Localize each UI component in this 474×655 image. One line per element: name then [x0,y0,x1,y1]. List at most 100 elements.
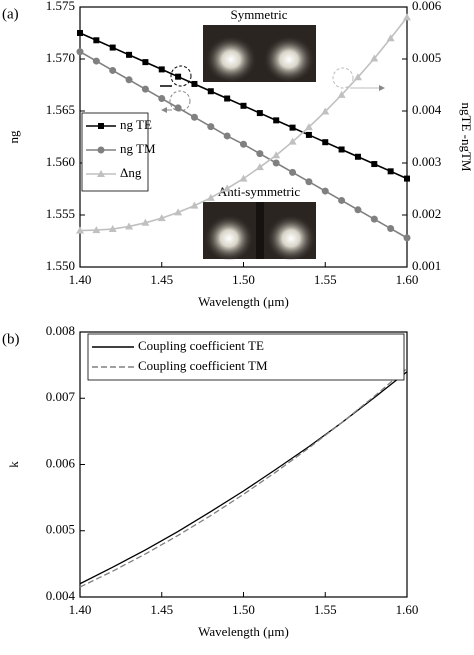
y-tick-label: 0.006 [46,455,76,470]
y2-axis-label: ngTE -ngTM [459,103,474,172]
marker [108,225,117,233]
x-tick-label: 1.55 [314,602,337,617]
marker [305,131,312,138]
marker [304,123,313,131]
y-axis-label: ng [6,130,21,144]
marker [289,124,296,131]
x-tick-label: 1.40 [69,272,92,287]
marker [289,168,297,176]
marker [239,174,248,182]
y2-tick-label: 0.003 [412,154,441,169]
marker [321,107,330,115]
marker [370,54,379,62]
marker [190,201,199,209]
legend-marker [97,146,105,154]
marker [353,73,362,81]
marker [403,13,411,21]
marker [206,193,215,201]
marker [92,226,101,234]
marker [337,90,346,98]
legend-label: ng TM [120,141,156,156]
marker [305,178,313,186]
y-tick-label: 0.005 [46,522,75,537]
legend-box [87,333,405,381]
y-tick-label: 0.004 [46,588,76,603]
mode-image-symmetric [203,25,316,82]
marker [92,57,100,65]
marker [207,123,215,131]
annotation: Symmetric [230,7,287,22]
marker [141,85,149,93]
marker [256,150,264,158]
marker [354,206,362,214]
y-tick-label: 1.565 [46,102,75,117]
marker [354,153,361,160]
marker [387,225,395,233]
x-tick-label: 1.60 [396,602,419,617]
marker [370,215,378,223]
marker [126,51,133,58]
marker [207,88,214,95]
marker [288,137,297,145]
legend-marker [98,123,104,129]
marker [272,151,281,159]
marker [174,208,183,216]
marker [223,132,231,140]
marker [338,196,346,204]
panel-label: (a) [2,6,19,22]
y-tick-label: 1.570 [46,50,75,65]
series-line [79,371,408,585]
y-axis-label: k [6,461,21,468]
marker [93,37,100,44]
marker [321,187,329,195]
y2-tick-label: 0.005 [412,50,441,65]
mode-image-antisymmetric [203,202,316,260]
x-tick-label: 1.55 [314,272,337,287]
marker [386,34,395,42]
marker [256,110,263,117]
marker [142,59,149,66]
marker [174,104,182,112]
y2-tick-label: 0.006 [412,0,442,13]
x-tick-label: 1.50 [232,272,255,287]
legend-label: Δng [120,165,142,180]
marker [109,44,116,51]
marker [223,184,232,192]
marker [240,102,247,109]
y2-tick-label: 0.001 [412,258,441,273]
y-tick-label: 1.555 [46,206,75,221]
x-axis-label: Wavelength (μm) [198,294,289,309]
marker [77,30,83,36]
marker [387,168,394,175]
x-tick-label: 1.50 [232,602,255,617]
marker [255,163,264,171]
marker [322,139,329,146]
marker [158,95,166,103]
x-tick-label: 1.60 [396,272,419,287]
marker [76,48,84,56]
legend-label: Coupling coefficient TE [138,338,264,353]
marker [224,95,231,102]
marker [125,76,133,84]
marker [141,218,150,226]
marker [404,175,410,182]
marker [158,66,165,73]
marker [190,113,198,121]
panel-label: (b) [2,331,20,347]
x-tick-label: 1.45 [150,272,173,287]
y-tick-label: 1.560 [46,154,75,169]
y-tick-label: 1.575 [46,0,75,13]
axis-indicators [160,65,385,113]
marker [157,214,166,222]
marker [76,226,84,234]
legend-marker [97,170,105,177]
annotation: Anti-symmetric [218,184,301,199]
x-axis-label: Wavelength (μm) [198,624,289,639]
marker [371,161,378,168]
y-tick-label: 0.008 [46,323,75,338]
marker [338,146,345,153]
marker [125,222,134,230]
x-tick-label: 1.40 [69,602,92,617]
y-tick-label: 0.007 [46,389,76,404]
